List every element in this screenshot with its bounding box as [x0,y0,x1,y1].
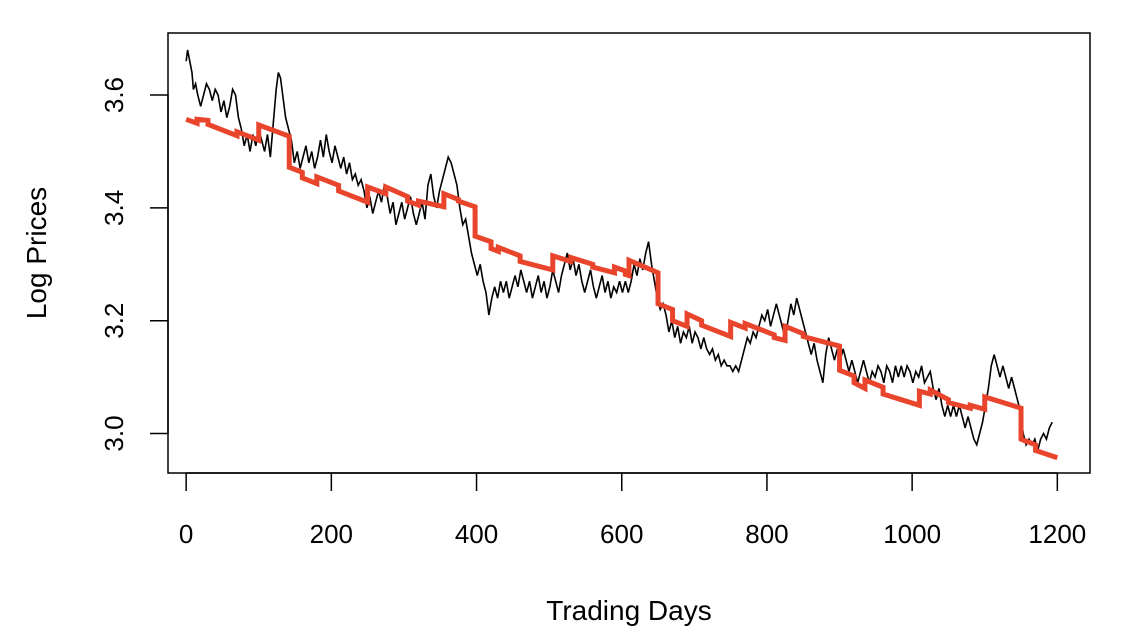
x-axis: 0 200 400 600 800 1000 1200 [179,472,1086,549]
series-layer [185,49,1059,461]
x-tick-label: 200 [310,519,353,549]
x-axis-title: Trading Days [546,595,711,626]
x-tick-label: 1200 [1028,519,1086,549]
x-tick-label: 400 [455,519,498,549]
x-tick-label: 800 [745,519,788,549]
y-tick-label: 3.4 [99,190,129,226]
x-tick-label: 1000 [883,519,941,549]
plot-frame [167,32,1091,474]
x-tick-label: 600 [600,519,643,549]
y-tick-label: 3.0 [99,415,129,451]
y-tick-label: 3.6 [99,77,129,113]
log-price-series-line [185,49,1053,451]
y-tick-label: 3.2 [99,303,129,339]
y-axis-title: Log Prices [21,187,52,319]
y-axis: 3.0 3.2 3.4 3.6 [99,77,169,452]
step-trend-series-line [185,116,1059,461]
x-tick-label: 0 [179,519,193,549]
